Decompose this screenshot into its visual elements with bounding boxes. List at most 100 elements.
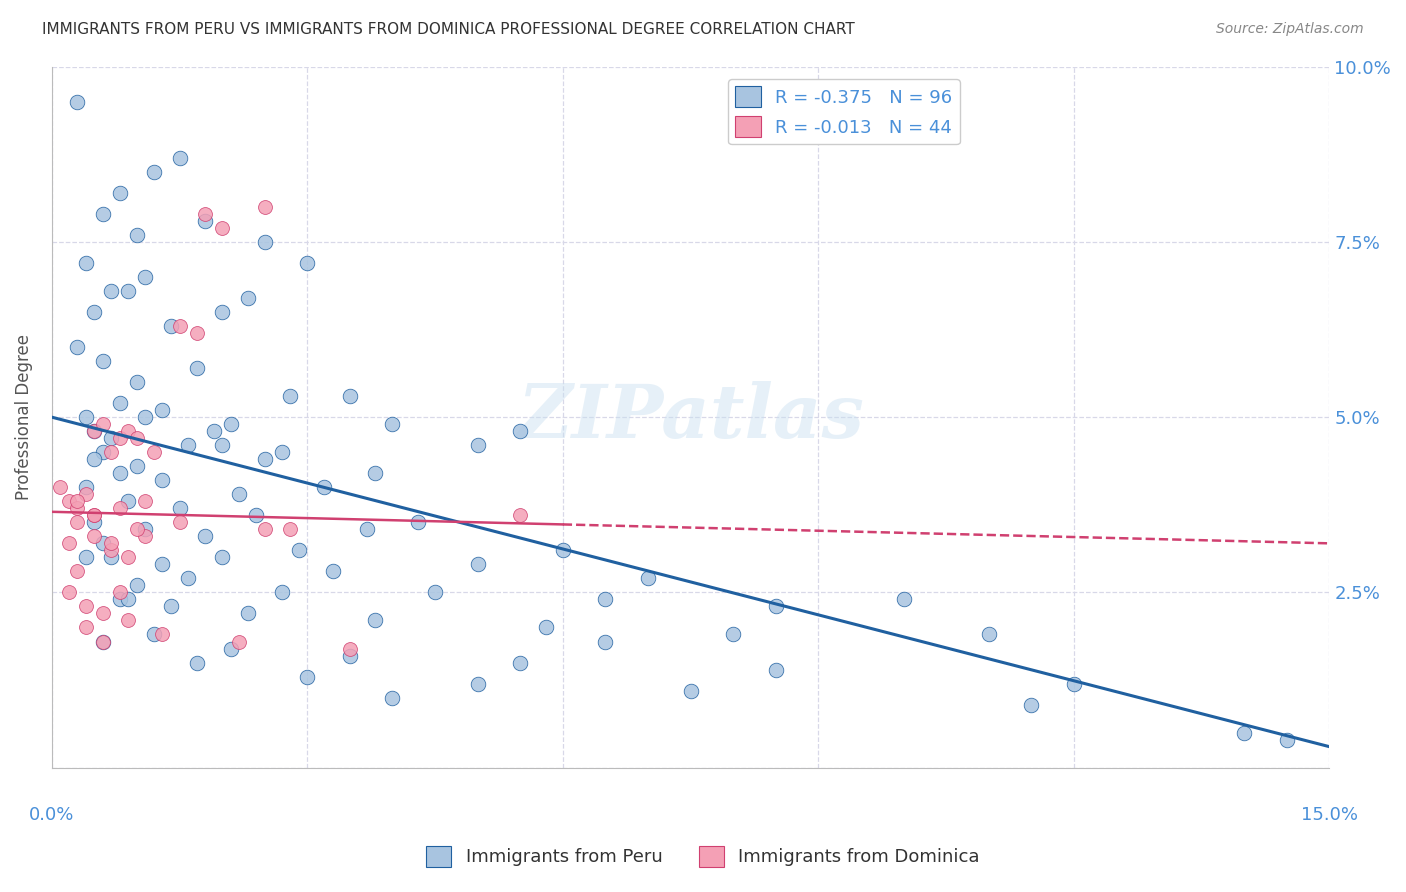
Point <box>322 565 344 579</box>
Point <box>509 508 531 523</box>
Point <box>211 550 233 565</box>
Point <box>270 445 292 459</box>
Text: ZIPatlas: ZIPatlas <box>517 381 865 453</box>
Point <box>83 508 105 523</box>
Point <box>211 220 233 235</box>
Point <box>364 614 387 628</box>
Legend: Immigrants from Peru, Immigrants from Dominica: Immigrants from Peru, Immigrants from Do… <box>419 838 987 874</box>
Point <box>186 361 208 376</box>
Point <box>83 452 105 467</box>
Point <box>134 410 156 425</box>
Point <box>91 536 114 550</box>
Point <box>356 522 378 536</box>
Text: IMMIGRANTS FROM PERU VS IMMIGRANTS FROM DOMINICA PROFESSIONAL DEGREE CORRELATION: IMMIGRANTS FROM PERU VS IMMIGRANTS FROM … <box>42 22 855 37</box>
Point <box>91 417 114 432</box>
Point <box>117 494 139 508</box>
Point <box>381 690 404 705</box>
Point <box>177 571 200 585</box>
Point <box>177 438 200 452</box>
Point <box>228 487 250 501</box>
Point <box>721 627 744 641</box>
Text: 15.0%: 15.0% <box>1301 806 1358 824</box>
Point <box>125 375 148 389</box>
Point <box>211 438 233 452</box>
Point <box>765 663 787 677</box>
Point <box>108 592 131 607</box>
Point <box>278 389 301 403</box>
Point <box>125 227 148 242</box>
Point <box>108 501 131 516</box>
Point <box>125 459 148 474</box>
Point <box>83 424 105 438</box>
Point <box>143 165 166 179</box>
Point <box>100 536 122 550</box>
Text: 0.0%: 0.0% <box>30 806 75 824</box>
Point <box>467 438 489 452</box>
Point <box>125 522 148 536</box>
Point <box>83 529 105 543</box>
Point <box>66 501 89 516</box>
Point <box>91 445 114 459</box>
Point <box>66 494 89 508</box>
Point <box>637 571 659 585</box>
Point <box>66 340 89 354</box>
Point <box>194 214 217 228</box>
Point <box>108 186 131 200</box>
Legend: R = -0.375   N = 96, R = -0.013   N = 44: R = -0.375 N = 96, R = -0.013 N = 44 <box>728 79 959 145</box>
Point <box>467 676 489 690</box>
Point <box>595 592 617 607</box>
Point <box>58 536 80 550</box>
Point <box>287 543 309 558</box>
Point <box>186 656 208 670</box>
Point <box>194 529 217 543</box>
Point <box>100 550 122 565</box>
Point <box>91 607 114 621</box>
Point <box>152 627 174 641</box>
Point <box>125 431 148 445</box>
Point <box>66 516 89 530</box>
Point <box>381 417 404 432</box>
Point <box>364 467 387 481</box>
Point <box>314 480 336 494</box>
Point <box>1275 732 1298 747</box>
Point <box>253 522 276 536</box>
Point <box>1019 698 1042 712</box>
Point <box>245 508 267 523</box>
Point <box>253 235 276 249</box>
Y-axis label: Professional Degree: Professional Degree <box>15 334 32 500</box>
Point <box>117 550 139 565</box>
Point <box>152 558 174 572</box>
Point <box>108 431 131 445</box>
Point <box>108 396 131 410</box>
Point <box>270 585 292 599</box>
Point <box>152 473 174 487</box>
Point <box>100 284 122 298</box>
Point <box>83 424 105 438</box>
Point <box>339 648 361 663</box>
Point <box>236 291 259 305</box>
Point <box>339 641 361 656</box>
Point <box>134 522 156 536</box>
Point <box>143 627 166 641</box>
Point <box>339 389 361 403</box>
Point <box>1233 725 1256 739</box>
Point <box>679 683 702 698</box>
Point <box>58 494 80 508</box>
Point <box>134 529 156 543</box>
Point <box>91 354 114 368</box>
Point <box>534 620 557 634</box>
Point <box>169 501 191 516</box>
Point <box>219 417 242 432</box>
Point <box>406 516 429 530</box>
Point <box>91 634 114 648</box>
Point <box>75 487 97 501</box>
Point <box>1063 676 1085 690</box>
Point <box>117 424 139 438</box>
Point <box>117 284 139 298</box>
Point <box>117 592 139 607</box>
Point <box>253 452 276 467</box>
Point <box>108 467 131 481</box>
Point <box>75 480 97 494</box>
Point <box>297 669 319 683</box>
Point <box>509 424 531 438</box>
